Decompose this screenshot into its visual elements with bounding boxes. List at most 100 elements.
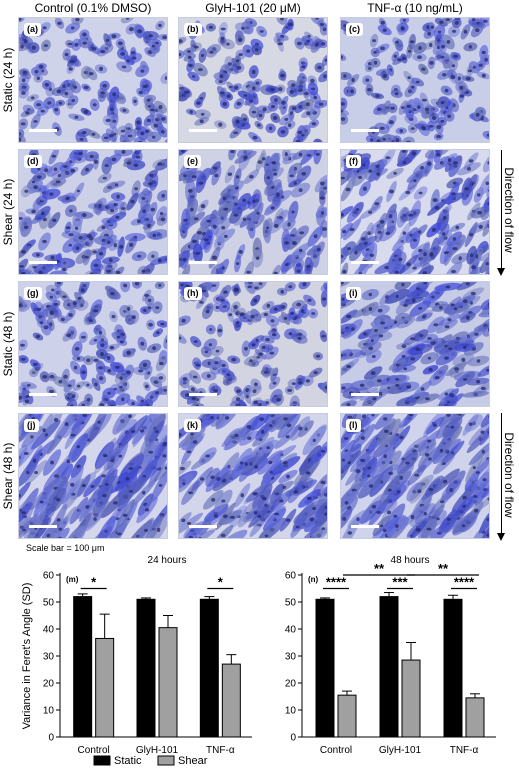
legend-label-static: Static [114, 755, 142, 767]
bar-static [199, 598, 219, 738]
micrograph-panel: (h) [178, 281, 328, 407]
panel-letter: (d) [24, 155, 42, 168]
y-tick-label: 40 [285, 625, 297, 636]
chart-panel-letter: (n) [308, 575, 319, 584]
micrograph-panel: (a) [18, 17, 168, 143]
panel-letter: (h) [184, 287, 202, 300]
significance-label: * [218, 575, 224, 590]
panel-letter: (g) [24, 287, 42, 300]
significance-label: * [91, 575, 97, 590]
x-tick-label: TNF-α [206, 745, 235, 756]
column-title-control: Control (0.1% DMSO) [34, 1, 152, 15]
micrograph-panel: (d) [18, 149, 168, 275]
row-label-shear-48: Shear (48 h) [1, 442, 15, 510]
bar-shear [158, 627, 178, 738]
micrograph-panel: (g) [18, 281, 168, 407]
panel-letter: (i) [346, 287, 361, 300]
micrograph-panel: (i) [340, 281, 490, 407]
micrograph-panel: (j) [18, 413, 168, 539]
cell-stain-texture [179, 18, 327, 142]
column-title-glyh: GlyH-101 (20 μM) [205, 1, 301, 15]
panel-letter: (b) [184, 23, 202, 36]
scale-bar-caption: Scale bar = 100 μm [26, 543, 105, 553]
y-tick-label: 20 [43, 679, 55, 690]
significance-label: *** [392, 575, 408, 590]
scale-bar [29, 525, 57, 528]
y-tick-label: 30 [43, 652, 55, 663]
cell-stain-texture [341, 18, 489, 142]
x-tick-label: GlyH-101 [379, 745, 422, 756]
y-tick-label: 50 [285, 598, 297, 609]
y-tick-label: 60 [285, 571, 297, 582]
cell-stain-texture [19, 18, 167, 142]
legend-label-shear: Shear [178, 755, 208, 767]
scale-bar [351, 261, 379, 264]
bar-static [136, 598, 156, 738]
micrograph-panel: (k) [178, 413, 328, 539]
micrograph-panel: (e) [178, 149, 328, 275]
bar-static [379, 596, 399, 738]
scale-bar [189, 261, 217, 264]
flow-arrowhead-upper [497, 268, 505, 276]
row-label-static-24: Static (24 h) [1, 47, 15, 113]
flow-arrow-line-upper [501, 150, 502, 268]
bar-static [73, 596, 93, 738]
panel-letter: (c) [346, 23, 363, 36]
cell-stain-texture [341, 150, 489, 274]
y-tick-label: 50 [43, 598, 55, 609]
panel-letter: (e) [184, 155, 201, 168]
micrograph-panel: (c) [340, 17, 490, 143]
bar-shear [221, 663, 241, 738]
y-tick-label: 0 [48, 733, 54, 744]
significance-label: ** [438, 561, 449, 576]
y-tick-label: 10 [43, 706, 55, 717]
row-label-static-48: Static (48 h) [1, 311, 15, 377]
cell-stain-texture [19, 150, 167, 274]
cell-stain-texture [179, 414, 327, 538]
cell-stain-texture [19, 414, 167, 538]
column-title-tnf: TNF-α (10 ng/mL) [367, 1, 463, 15]
scale-bar [189, 393, 217, 396]
panel-letter: (a) [24, 23, 41, 36]
x-tick-label: GlyH-101 [136, 745, 179, 756]
bar-static [315, 598, 335, 738]
bar-shear [401, 659, 421, 738]
panel-letter: (k) [184, 419, 201, 432]
micrograph-panel: (f) [340, 149, 490, 275]
y-axis-label: Variance in Feret's Angle (SD) [21, 583, 33, 730]
scale-bar [189, 525, 217, 528]
chart-title: 48 hours [391, 555, 430, 566]
legend-swatch-shear [157, 755, 175, 766]
chart-title: 24 hours [148, 555, 187, 566]
flow-label-lower: Direction of flow [502, 432, 516, 518]
cell-stain-texture [341, 282, 489, 406]
y-tick-label: 20 [285, 679, 297, 690]
panel-letter: (l) [346, 419, 361, 432]
row-label-shear-24: Shear (24 h) [1, 178, 15, 246]
scale-bar [351, 525, 379, 528]
scale-bar [29, 129, 57, 132]
bar-static [443, 598, 463, 738]
scale-bar [189, 129, 217, 132]
micrograph-panel: (l) [340, 413, 490, 539]
cell-stain-texture [19, 282, 167, 406]
y-tick-label: 30 [285, 652, 297, 663]
scale-bar [351, 393, 379, 396]
bar-shear [95, 637, 115, 738]
micrograph-panel: (b) [178, 17, 328, 143]
cell-stain-texture [179, 150, 327, 274]
bar-shear [465, 697, 485, 738]
chart-panel-letter: (m) [66, 575, 79, 584]
y-tick-label: 60 [43, 571, 55, 582]
y-tick-label: 0 [290, 733, 296, 744]
cell-stain-texture [341, 414, 489, 538]
scale-bar [29, 261, 57, 264]
cell-stain-texture [179, 282, 327, 406]
x-tick-label: Control [320, 745, 352, 756]
legend-swatch-static [93, 755, 111, 766]
y-tick-label: 10 [285, 706, 297, 717]
significance-label: **** [454, 575, 475, 590]
flow-arrow-line-lower [501, 413, 502, 533]
bar-charts: 0 10 20 30 40 50 60 24 hours (m) Variance in Fere… [21, 555, 496, 767]
bar-shear [337, 694, 357, 738]
